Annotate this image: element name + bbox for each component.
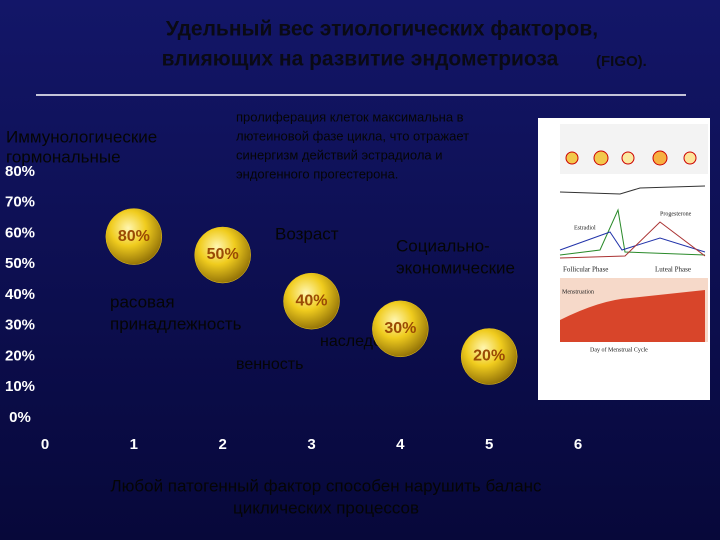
x-tick-label: 2: [218, 436, 226, 453]
y-tick-label: 30%: [5, 317, 35, 334]
ball-label: 50%: [207, 246, 239, 263]
ball: [372, 300, 429, 358]
annotation: расовая: [110, 292, 175, 311]
ball: [105, 208, 163, 265]
x-tick-label: 6: [574, 436, 582, 453]
cycle-figure: [538, 118, 710, 400]
ball-label: 30%: [384, 320, 416, 337]
ball: [194, 226, 251, 284]
figure-label: Menstruation: [562, 289, 594, 295]
annotation: лютеиновой фазе цикла, что отражает: [236, 128, 469, 143]
annotation: пролиферация клеток максимальна в: [236, 109, 464, 124]
figure-icon: [683, 151, 697, 165]
x-tick-label: 3: [307, 436, 315, 453]
y-tick-label: 20%: [5, 347, 35, 364]
annotation: Возраст: [275, 224, 339, 243]
y-tick-label: 0%: [9, 409, 31, 426]
figure-label: Estradiol: [574, 225, 596, 231]
figure-endometrium-fill: [560, 290, 705, 342]
y-tick-label: 60%: [5, 224, 35, 241]
figure-icon: [652, 150, 668, 166]
figure-label: Progesterone: [660, 211, 692, 217]
figure-icon: [593, 150, 609, 166]
annotation: венность: [236, 356, 303, 373]
ball-label: 80%: [118, 228, 150, 245]
y-tick-label: 50%: [5, 255, 35, 272]
y-tick-label: 10%: [5, 378, 35, 395]
footer-line: Любой патогенный фактор способен нарушит…: [110, 476, 542, 495]
figure-ovary: [560, 124, 708, 174]
y-tick-label: 80%: [5, 163, 35, 180]
annotation: Иммунологические: [6, 127, 157, 146]
ball-label: 40%: [295, 292, 327, 309]
y-tick-label: 40%: [5, 286, 35, 303]
title-line: влияющих на развитие эндометриоза: [162, 48, 559, 71]
annotation: Социально-: [396, 236, 490, 255]
annotation: синергизм действий эстрадиола и: [236, 147, 443, 162]
figure-label: Follicular Phase: [563, 266, 608, 274]
annotation: гормональные: [6, 147, 121, 166]
x-tick-label: 0: [41, 436, 49, 453]
title-line: Удельный вес этиологических факторов,: [166, 18, 598, 41]
annotation: экономические: [396, 258, 515, 277]
ball-label: 20%: [473, 348, 505, 365]
x-tick-label: 5: [485, 436, 493, 453]
figure-curve: [559, 231, 706, 253]
figure-curve: [559, 185, 706, 195]
figure-curve: [559, 221, 706, 259]
figure-icon: [621, 151, 635, 165]
figure-curve: [559, 208, 706, 256]
ball: [460, 328, 518, 385]
figure-label: Luteal Phase: [655, 266, 691, 274]
subtitle: (FIGO).: [596, 53, 647, 70]
ball: [283, 272, 340, 330]
x-tick-label: 1: [130, 436, 138, 453]
annotation: принадлежность: [110, 314, 242, 333]
figure-label: Day of Menstrual Cycle: [590, 346, 648, 353]
annotation: эндогенного прогестерона.: [236, 166, 398, 181]
y-tick-label: 70%: [5, 194, 35, 211]
annotation: наследст: [320, 333, 389, 350]
figure-icon: [565, 151, 579, 165]
x-tick-label: 4: [396, 436, 405, 453]
footer-line: циклических процессов: [233, 498, 419, 517]
